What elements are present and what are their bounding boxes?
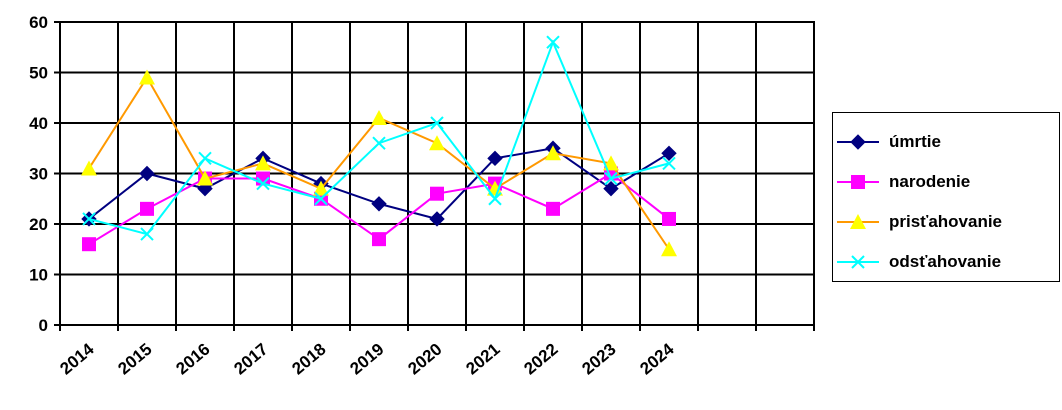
- data-point-pristahovanie: [255, 155, 271, 171]
- y-tick-label: 10: [29, 266, 48, 285]
- legend-marker-odstahovanie: [837, 255, 879, 269]
- y-tick-label: 60: [29, 13, 48, 32]
- data-point-odstahovanie: [662, 156, 676, 171]
- data-point-narodenie: [140, 201, 154, 216]
- data-point-odstahovanie: [198, 151, 212, 166]
- data-point-narodenie: [546, 201, 560, 216]
- data-point-odstahovanie: [604, 171, 618, 186]
- legend-symbol: [851, 175, 865, 189]
- legend-marker-pristahovanie: [837, 214, 879, 229]
- series-odstahovanie: [82, 35, 676, 241]
- legend-marker-umrtie: [837, 134, 879, 150]
- x-tick-label: 2016: [172, 340, 213, 379]
- data-point-odstahovanie: [372, 136, 386, 150]
- legend-label: narodenie: [889, 172, 971, 191]
- data-point-pristahovanie: [661, 241, 677, 257]
- x-tick-label: 2015: [114, 340, 155, 379]
- plot-grid: [54, 21, 815, 331]
- legend: úmrtie narodenie prisťahovanie odsťahova…: [832, 112, 1060, 282]
- data-point-pristahovanie: [81, 160, 97, 176]
- legend-marker-narodenie: [837, 175, 879, 189]
- data-point-pristahovanie: [139, 69, 155, 85]
- x-tick-label: 2023: [578, 340, 619, 379]
- y-tick-label: 40: [29, 114, 48, 133]
- data-point-narodenie: [372, 232, 386, 247]
- data-point-umrtie: [139, 165, 155, 182]
- x-tick-label: 2022: [520, 340, 561, 379]
- x-axis-ticks: 2014 2015 2016 2017 2018 2019 2020 2021 2022 2023…: [56, 339, 678, 378]
- x-tick-label: 2014: [56, 339, 98, 378]
- data-point-odstahovanie: [488, 192, 502, 206]
- data-point-odstahovanie: [140, 227, 154, 241]
- legend-symbol: [850, 134, 866, 150]
- x-tick-label: 2020: [404, 340, 445, 379]
- data-point-odstahovanie: [82, 212, 96, 226]
- x-tick-label: 2018: [288, 340, 329, 379]
- legend-item-pristahovanie: prisťahovanie: [833, 207, 1002, 237]
- data-point-odstahovanie: [314, 192, 328, 206]
- legend-label: odsťahovanie: [889, 252, 1002, 271]
- data-point-umrtie: [603, 180, 619, 197]
- data-point-umrtie: [429, 211, 445, 227]
- data-point-odstahovanie: [430, 116, 444, 130]
- data-point-odstahovanie: [546, 35, 560, 49]
- data-point-narodenie: [430, 186, 444, 201]
- legend-item-odstahovanie: odsťahovanie: [833, 247, 1001, 277]
- legend-label: úmrtie: [889, 132, 941, 151]
- legend-label: prisťahovanie: [889, 212, 1003, 231]
- data-point-umrtie: [661, 145, 677, 162]
- data-point-pristahovanie: [313, 180, 329, 196]
- data-point-pristahovanie: [371, 109, 387, 125]
- data-point-pristahovanie: [545, 145, 561, 161]
- y-tick-label: 30: [29, 165, 48, 184]
- data-point-narodenie: [662, 211, 676, 226]
- x-tick-label: 2021: [462, 340, 503, 379]
- data-point-pristahovanie: [429, 135, 445, 151]
- x-tick-label: 2017: [230, 340, 271, 379]
- legend-symbol: [851, 255, 865, 269]
- y-tick-label: 20: [29, 215, 48, 234]
- legend-symbol: [850, 214, 866, 229]
- x-tick-label: 2024: [636, 339, 678, 378]
- data-point-pristahovanie: [197, 170, 213, 186]
- x-tick-label: 2019: [346, 340, 387, 379]
- data-point-umrtie: [371, 196, 387, 212]
- y-axis-ticks: 0 10 20 30 40 50 60: [29, 13, 48, 335]
- legend-item-narodenie: narodenie: [833, 167, 970, 197]
- data-point-narodenie: [82, 237, 96, 252]
- series-layer: [81, 35, 677, 257]
- data-point-umrtie: [487, 150, 503, 167]
- y-tick-label: 0: [39, 316, 48, 335]
- legend-item-umrtie: úmrtie: [833, 127, 941, 157]
- y-tick-label: 50: [29, 64, 48, 83]
- data-point-odstahovanie: [256, 176, 270, 191]
